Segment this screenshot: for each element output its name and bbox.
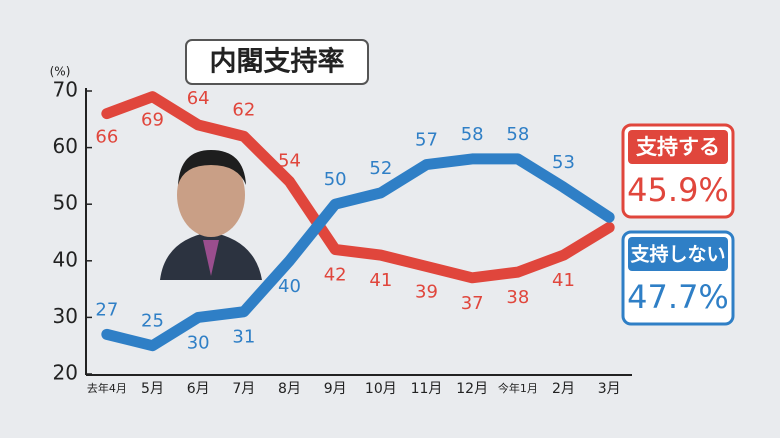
title-box <box>185 39 369 85</box>
data-label: 66 <box>95 127 118 148</box>
legend-value: 45.9% <box>627 171 729 209</box>
legend-label: 支持しない <box>629 243 725 266</box>
x-tick-label: 8月 <box>278 381 301 397</box>
data-label: 58 <box>461 124 484 145</box>
legend-header <box>628 130 728 164</box>
y-axis-label: (%) <box>50 65 71 79</box>
photo <box>160 150 262 280</box>
chart-title: 内閣支持率 <box>210 46 345 78</box>
x-tick-label: 11月 <box>411 381 443 397</box>
x-tick-label: 7月 <box>232 381 255 397</box>
data-label: 25 <box>141 311 164 332</box>
data-label: 38 <box>506 287 529 308</box>
data-label: 58 <box>506 124 529 145</box>
legend-value: 47.7% <box>627 278 729 316</box>
data-label: 52 <box>369 158 392 179</box>
series-line <box>101 153 615 352</box>
x-tick-label: 12月 <box>456 381 488 397</box>
data-label: 37 <box>461 293 484 314</box>
legend-header <box>628 237 728 271</box>
data-label: 39 <box>415 281 438 302</box>
x-tick-label: 今年1月 <box>498 381 538 395</box>
legend: 支持する 45.9% 支持しない 47.7% <box>621 123 735 326</box>
y-tick-label: 30 <box>53 304 78 328</box>
data-label: 57 <box>415 130 438 151</box>
x-tick-label: 9月 <box>324 381 347 397</box>
data-label: 27 <box>95 299 118 320</box>
data-label: 62 <box>232 99 255 120</box>
y-tick-label: 60 <box>53 134 78 158</box>
data-label: 64 <box>187 88 210 109</box>
data-label: 41 <box>369 270 392 291</box>
data-label: 54 <box>278 151 301 172</box>
data-label: 50 <box>324 169 347 190</box>
data-label: 42 <box>324 264 347 285</box>
x-tick-label: 10月 <box>365 381 397 397</box>
data-label: 40 <box>278 276 301 297</box>
data-label: 30 <box>187 332 210 353</box>
data-label: 41 <box>552 270 575 291</box>
series-line <box>101 91 615 284</box>
data-label: 31 <box>232 327 255 348</box>
y-tick-label: 20 <box>53 361 78 385</box>
y-tick-label: 50 <box>53 191 78 215</box>
x-tick-label: 去年4月 <box>87 381 127 395</box>
data-label: 53 <box>552 152 575 173</box>
y-tick-label: 70 <box>53 78 78 102</box>
y-tick-label: 40 <box>53 247 78 271</box>
x-tick-label: 5月 <box>141 381 164 397</box>
x-tick-label: 2月 <box>552 381 575 397</box>
data-label: 69 <box>141 110 164 131</box>
x-tick-label: 3月 <box>598 381 621 397</box>
legend-label: 支持する <box>636 135 720 159</box>
x-tick-label: 6月 <box>187 381 210 397</box>
